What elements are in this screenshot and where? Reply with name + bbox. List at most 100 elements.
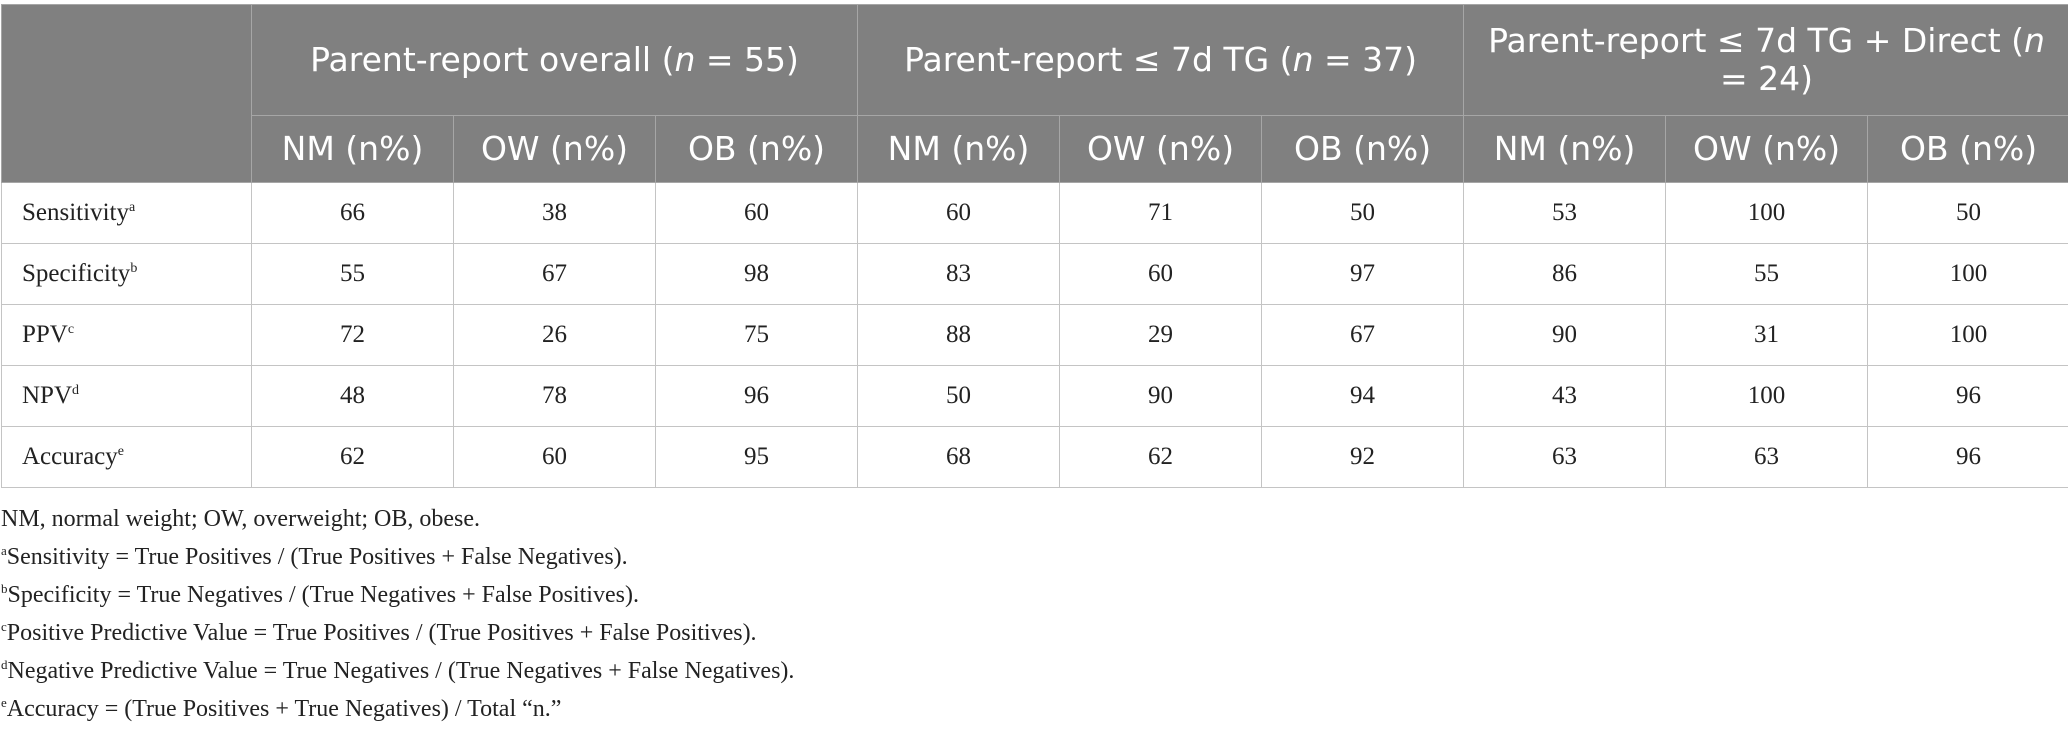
table-cell: 100 — [1665, 365, 1869, 427]
table-cell: 95 — [654, 426, 859, 488]
table-cell: 98 — [654, 243, 859, 305]
table-cell: 68 — [857, 426, 1061, 488]
table-cell: 90 — [1463, 304, 1667, 366]
group-header-7d-tg: Parent-report ≤ 7d TG (n = 37) — [857, 4, 1465, 116]
table-cell: 100 — [1867, 243, 2068, 305]
footnote-marker: a — [128, 200, 136, 215]
row-label-text: PPV — [22, 321, 68, 348]
subheader-ow: OW (n%) — [1059, 115, 1263, 183]
table-cell: 29 — [1059, 304, 1263, 366]
table-cell: 60 — [654, 182, 859, 244]
table-cell: 92 — [1261, 426, 1465, 488]
group-header-prefix: Parent-report ≤ 7d TG + Direct ( — [1488, 21, 2025, 60]
subheader-ob: OB (n%) — [1261, 115, 1465, 183]
table-footnotes: NM, normal weight; OW, overweight; OB, o… — [1, 500, 794, 728]
group-header-prefix: Parent-report ≤ 7d TG ( — [904, 40, 1293, 79]
table-row: PPVc 72 26 75 88 29 67 90 31 100 — [1, 304, 2068, 366]
row-label: Specificityb — [1, 243, 252, 305]
table-cell: 97 — [1261, 243, 1465, 305]
table-cell: 71 — [1059, 182, 1263, 244]
corner-cell — [1, 4, 252, 183]
table-cell: 50 — [1261, 182, 1465, 244]
table-cell: 75 — [654, 304, 859, 366]
table-cell: 63 — [1463, 426, 1667, 488]
table-cell: 50 — [857, 365, 1061, 427]
table-cell: 100 — [1867, 304, 2068, 366]
table-cell: 83 — [857, 243, 1061, 305]
group-header-suffix: = 24) — [1720, 59, 1814, 98]
group-header-overall: Parent-report overall (n = 55) — [250, 4, 859, 116]
n-symbol: n — [1292, 40, 1314, 79]
results-table-container: Parent-report overall (n = 55) Parent-re… — [0, 4, 2068, 488]
table-cell: 26 — [453, 304, 656, 366]
footnote-item: bSpecificity = True Negatives / (True Ne… — [1, 576, 794, 614]
footnote-text: Accuracy = (True Positives + True Negati… — [6, 696, 562, 722]
row-label-text: Accuracy — [22, 443, 118, 470]
footnote-marker: e — [1, 695, 7, 710]
results-table: Parent-report overall (n = 55) Parent-re… — [1, 4, 2068, 488]
table-cell: 38 — [453, 182, 656, 244]
n-symbol: n — [674, 40, 696, 79]
row-label: Sensitivitya — [1, 182, 252, 244]
row-label: NPVd — [1, 365, 252, 427]
table-row: Sensitivitya 66 38 60 60 71 50 53 100 50 — [1, 182, 2068, 244]
footnote-text: Sensitivity = True Positives / (True Pos… — [6, 544, 628, 570]
table-row: NPVd 48 78 96 50 90 94 43 100 96 — [1, 365, 2068, 427]
footnote-text: Negative Predictive Value = True Negativ… — [7, 658, 795, 684]
subheader-row: NM (n%) OW (n%) OB (n%) NM (n%) OW (n%) … — [2, 115, 2068, 183]
table-cell: 62 — [251, 426, 454, 488]
footnote-item: eAccuracy = (True Positives + True Negat… — [1, 690, 794, 728]
row-label-text: Sensitivity — [22, 199, 129, 226]
group-header-prefix: Parent-report overall ( — [310, 40, 675, 79]
row-label: Accuracye — [1, 426, 252, 488]
table-cell: 88 — [857, 304, 1061, 366]
subheader-ow: OW (n%) — [453, 115, 656, 183]
table-cell: 50 — [1867, 182, 2068, 244]
subheader-ow: OW (n%) — [1665, 115, 1869, 183]
subheader-ob: OB (n%) — [654, 115, 859, 183]
subheader-nm: NM (n%) — [251, 115, 454, 183]
footnote-marker: d — [1, 657, 8, 672]
subheader-nm: NM (n%) — [857, 115, 1061, 183]
table-cell: 31 — [1665, 304, 1869, 366]
table-cell: 86 — [1463, 243, 1667, 305]
row-label-text: NPV — [22, 382, 73, 409]
table-cell: 67 — [1261, 304, 1465, 366]
table-cell: 72 — [251, 304, 454, 366]
footnote-marker: e — [117, 444, 124, 459]
table-cell: 60 — [857, 182, 1061, 244]
row-label: PPVc — [1, 304, 252, 366]
footnote-marker: c — [67, 322, 75, 337]
footnote-text: Positive Predictive Value = True Positiv… — [6, 620, 757, 646]
group-header-suffix: = 37) — [1313, 40, 1417, 79]
table-row: Accuracye 62 60 95 68 62 92 63 63 96 — [1, 426, 2068, 488]
table-cell: 55 — [251, 243, 454, 305]
table-cell: 53 — [1463, 182, 1667, 244]
table-cell: 43 — [1463, 365, 1667, 427]
table-cell: 66 — [251, 182, 454, 244]
subheader-ob: OB (n%) — [1867, 115, 2068, 183]
footnote-marker: b — [130, 261, 138, 276]
footnote-marker: a — [1, 543, 7, 558]
table-cell: 55 — [1665, 243, 1869, 305]
table-cell: 60 — [453, 426, 656, 488]
table-row: Specificityb 55 67 98 83 60 97 86 55 100 — [1, 243, 2068, 305]
group-header-row: Parent-report overall (n = 55) Parent-re… — [1, 4, 2068, 183]
footnote-item: dNegative Predictive Value = True Negati… — [1, 652, 794, 690]
table-cell: 62 — [1059, 426, 1263, 488]
table-cell: 63 — [1665, 426, 1869, 488]
table-cell: 96 — [1867, 426, 2068, 488]
footnote-marker: b — [1, 581, 8, 596]
table-cell: 78 — [453, 365, 656, 427]
table-cell: 90 — [1059, 365, 1263, 427]
table-cell: 96 — [654, 365, 859, 427]
n-symbol: n — [2024, 21, 2045, 60]
group-header-suffix: = 55) — [695, 40, 799, 79]
footnote-item: cPositive Predictive Value = True Positi… — [1, 614, 794, 652]
table-cell: 96 — [1867, 365, 2068, 427]
footnote-marker: d — [72, 383, 80, 398]
footnote-item: aSensitivity = True Positives / (True Po… — [1, 538, 794, 576]
table-cell: 48 — [251, 365, 454, 427]
group-header-7d-tg-direct: Parent-report ≤ 7d TG + Direct (n = 24) — [1463, 4, 2068, 116]
row-label-text: Specificity — [22, 260, 131, 287]
